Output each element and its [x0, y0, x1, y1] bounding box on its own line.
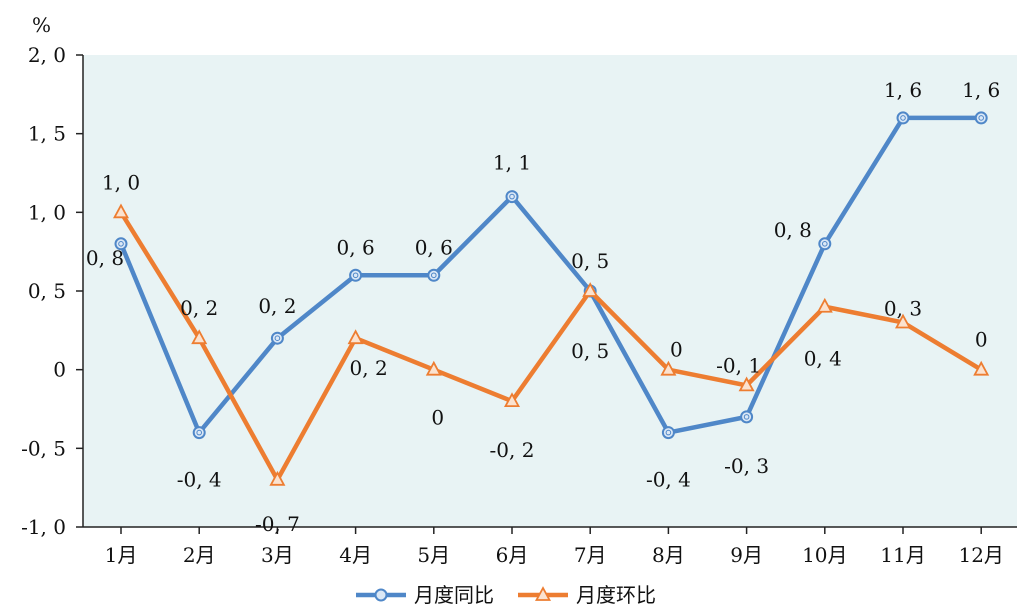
x-tick-label: 4月 [339, 543, 372, 567]
data-label: 0 [670, 338, 683, 362]
data-point-circle [896, 111, 910, 125]
legend-marker-triangle [534, 586, 552, 601]
x-tick-label: 1月 [105, 543, 138, 567]
series-line-2 [119, 211, 983, 483]
y-axis-unit-label: % [32, 13, 51, 37]
x-tick-label: 5月 [417, 543, 450, 567]
data-point-triangle [347, 329, 364, 345]
data-point-triangle [816, 297, 833, 313]
data-point-circle [427, 268, 441, 282]
data-point-circle [114, 237, 128, 251]
data-point-circle-inner [196, 429, 202, 436]
data-point-circle [818, 237, 832, 251]
data-label: 0, 6 [337, 235, 375, 259]
data-label: 0, 8 [774, 218, 812, 242]
data-point-triangle [894, 313, 912, 329]
data-point-circle [192, 426, 206, 440]
data-point-circle-inner [352, 272, 359, 279]
data-point-triangle [660, 360, 677, 376]
data-label: 1, 1 [493, 151, 531, 175]
legend-label: 月度环比 [576, 583, 656, 607]
x-tick-label: 11月 [880, 543, 925, 567]
y-tick-label: -0, 5 [21, 436, 66, 460]
data-label: -0, 3 [724, 454, 769, 478]
data-point-triangle [973, 360, 990, 376]
x-tick-label: 3月 [261, 543, 294, 567]
data-point-circle [270, 331, 284, 345]
data-point-triangle [112, 203, 130, 219]
y-tick-label: 2, 0 [28, 43, 66, 67]
data-point-circle-inner [665, 429, 672, 436]
data-label: 1, 6 [884, 78, 922, 102]
data-label: 0, 8 [86, 246, 124, 270]
data-point-circle [661, 426, 675, 440]
y-tick-label: -1, 0 [21, 515, 66, 539]
data-point-circle [505, 190, 519, 204]
y-tick-label: 0, 5 [28, 279, 66, 303]
data-point-circle [974, 111, 988, 125]
data-point-circle-inner [118, 241, 124, 247]
data-label: 0, 2 [180, 296, 218, 320]
data-point-triangle [191, 329, 208, 345]
data-point-triangle [582, 282, 599, 297]
data-label: 0, 2 [350, 356, 388, 380]
data-label: 0 [975, 328, 988, 352]
legend-marker-circle [374, 588, 388, 602]
legend: 月度同比 月度环比 [356, 583, 656, 607]
data-label: 1, 6 [962, 78, 1000, 102]
x-tick-label: 12月 [958, 543, 1003, 567]
x-tick-label: 2月 [183, 543, 216, 567]
data-point-circle-inner [274, 335, 281, 342]
series-group [112, 111, 990, 486]
data-label: 0, 3 [884, 296, 922, 320]
y-axis: -1, 0 -0, 5 0 0, 5 1, 0 1, 5 2, 0 [21, 43, 84, 539]
data-label: 0 [431, 406, 444, 430]
data-label: -0, 2 [490, 438, 535, 462]
data-label: -0, 1 [716, 353, 761, 377]
data-label: -0, 4 [177, 468, 222, 492]
data-point-circle-inner [978, 115, 985, 121]
data-label: 0, 6 [415, 235, 453, 259]
data-label: 0, 2 [258, 294, 296, 318]
x-tick-label: 10月 [802, 543, 847, 567]
data-label: 0, 5 [571, 249, 609, 273]
data-point-circle-inner [743, 414, 750, 420]
data-label: 0, 4 [804, 347, 842, 371]
data-point-circle-inner [822, 241, 828, 247]
y-tick-label: 0 [53, 358, 66, 382]
x-tick-label: 6月 [496, 543, 529, 567]
plot-background [83, 55, 1017, 527]
x-tick-label: 8月 [652, 543, 685, 567]
y-tick-label: 1, 0 [28, 200, 66, 224]
data-labels: 0, 8 -0, 4 0, 2 0, 6 0, 6 1, 1 0, 5 -0, 4 -0, 3 0… [86, 78, 1000, 536]
data-point-triangle [503, 392, 521, 408]
data-label: 1, 0 [102, 170, 140, 194]
data-label: -0, 7 [255, 512, 300, 536]
data-point-triangle [425, 360, 442, 376]
y-tick-label: 1, 5 [28, 122, 66, 146]
x-tick-label: 9月 [730, 543, 763, 567]
data-point-circle-inner [431, 272, 437, 279]
data-point-circle-inner [900, 115, 906, 121]
data-point-triangle [269, 470, 286, 486]
data-point-triangle [738, 376, 755, 392]
data-point-circle [349, 268, 363, 282]
series-line-1 [118, 115, 982, 435]
data-point-circle [740, 410, 754, 424]
x-axis: 1月 2月 3月 4月 5月 6月 7月 8月 9月 10月 11月 12月 [83, 526, 1017, 567]
data-label: 0, 5 [571, 339, 609, 363]
x-tick-label: 7月 [574, 543, 607, 567]
data-point-circle-inner [509, 193, 515, 200]
legend-label: 月度同比 [414, 583, 494, 607]
data-label: -0, 4 [646, 468, 691, 492]
